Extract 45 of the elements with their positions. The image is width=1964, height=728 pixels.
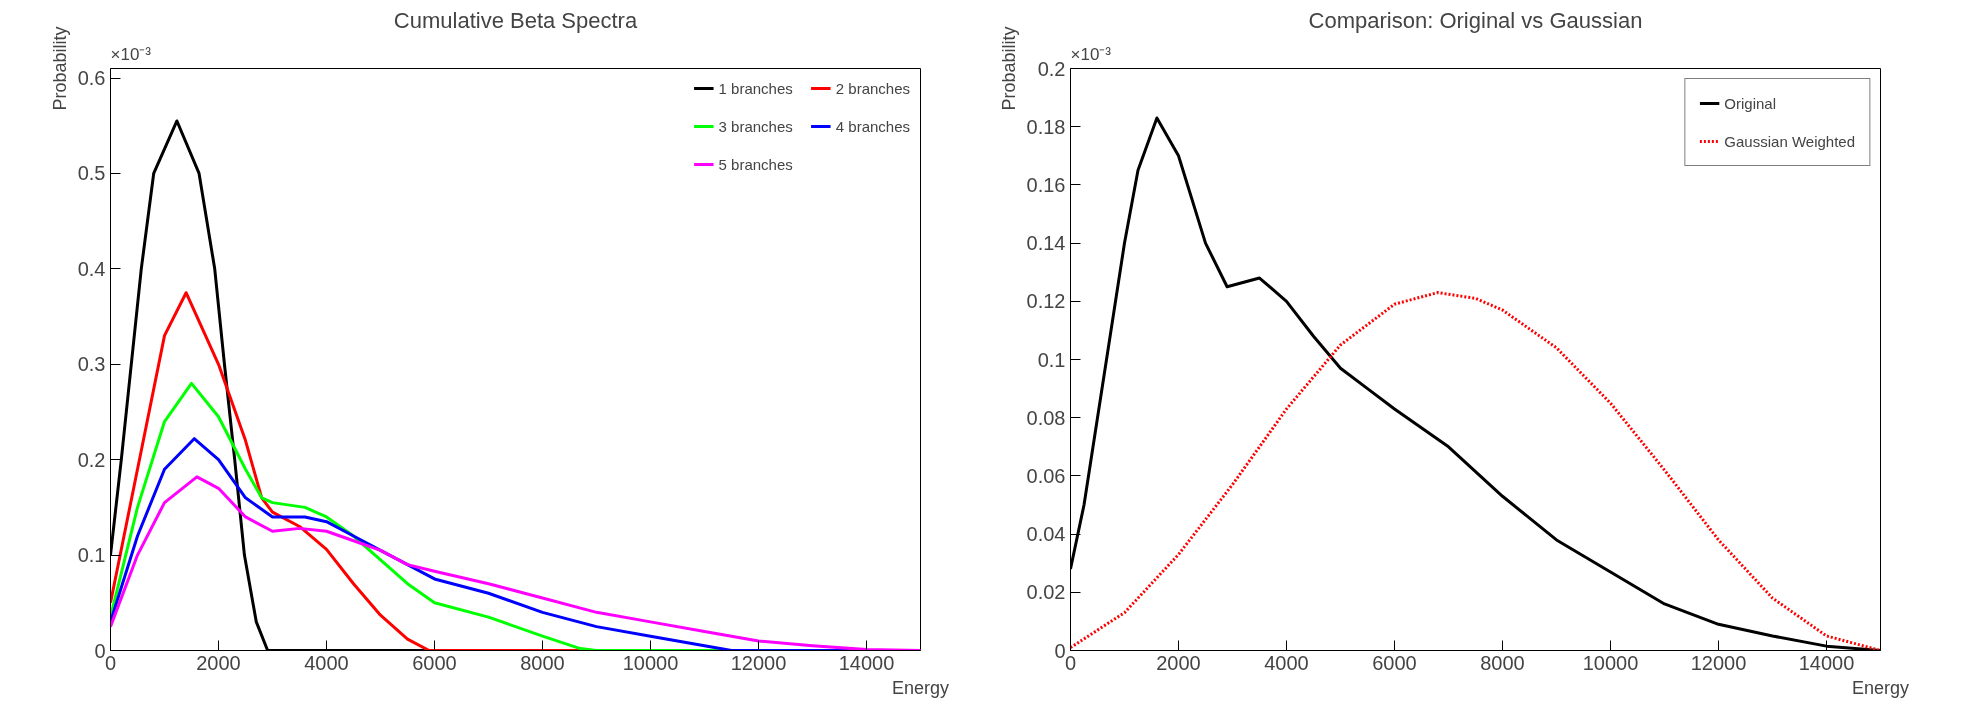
x-tick-label: 4000 [1264, 651, 1309, 674]
text: ×10⁻³ [110, 44, 152, 64]
y-tick-label: 0.1 [77, 544, 106, 567]
y-tick-label: 0.5 [77, 162, 106, 185]
y-tick-label: 0.6 [77, 67, 106, 90]
legend-label: 1 branches [718, 79, 793, 97]
x-tick-label: 14000 [838, 651, 895, 674]
y-axis-title: Probability [998, 26, 1019, 111]
y-tick-label: 0.02 [1026, 581, 1066, 604]
legend-label: 2 branches [835, 79, 910, 97]
y-tick-label: 0.3 [77, 353, 106, 376]
x-axis-title: Energy [891, 677, 950, 698]
y-tick-label: 0.2 [77, 448, 106, 471]
y-tick-label: 0.08 [1026, 406, 1066, 429]
x-tick-label: 10000 [622, 651, 679, 674]
y-axis-title: Probability [49, 26, 70, 111]
x-tick-label: 4000 [304, 651, 349, 674]
y-tick-label: 0.2 [1037, 57, 1066, 80]
legend-label: 3 branches [718, 117, 793, 135]
legend-label: 5 branches [718, 155, 793, 173]
text: ×10⁻³ [1070, 44, 1112, 64]
x-tick-label: 14000 [1798, 651, 1855, 674]
x-tick-label: 2000 [196, 651, 241, 674]
y-tick-label: 0.16 [1026, 173, 1066, 196]
chart-title: Comparison: Original vs Gaussian [1308, 7, 1643, 33]
x-tick-label: 8000 [1480, 651, 1525, 674]
y-tick-label: 0.4 [77, 257, 106, 280]
x-tick-label: 6000 [412, 651, 457, 674]
x-tick-label: 6000 [1372, 651, 1417, 674]
x-tick-label: 12000 [730, 651, 787, 674]
legend-label: Gaussian Weighted [1724, 132, 1855, 150]
y-tick-label: 0.12 [1026, 290, 1066, 313]
legend-label: Original [1724, 94, 1777, 112]
x-tick-label: 8000 [520, 651, 565, 674]
chart-title: Cumulative Beta Spectra [393, 7, 638, 33]
y-tick-label: 0.04 [1026, 523, 1066, 546]
y-tick-label: 0.14 [1026, 232, 1066, 255]
legend-label: 4 branches [835, 117, 910, 135]
x-tick-label: 10000 [1582, 651, 1639, 674]
y-tick-label: 0.06 [1026, 464, 1066, 487]
x-tick-label: 12000 [1690, 651, 1747, 674]
x-axis-title: Energy [1851, 677, 1910, 698]
y-tick-label: 0.1 [1037, 348, 1066, 371]
y-tick-label: 0.18 [1026, 115, 1066, 138]
x-tick-label: 2000 [1156, 651, 1201, 674]
